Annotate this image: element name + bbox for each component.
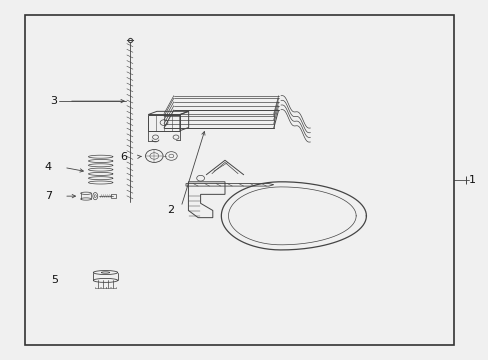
Text: 4: 4 [45,162,52,172]
Text: 6: 6 [120,152,127,162]
Bar [111,194,116,198]
Text: 5: 5 [51,275,58,285]
Text: 1: 1 [468,175,475,185]
Text: 7: 7 [45,191,52,201]
Text: 3: 3 [50,96,57,106]
Text: 2: 2 [166,206,173,216]
Bar [148,114,180,131]
Bar [25,15,453,345]
